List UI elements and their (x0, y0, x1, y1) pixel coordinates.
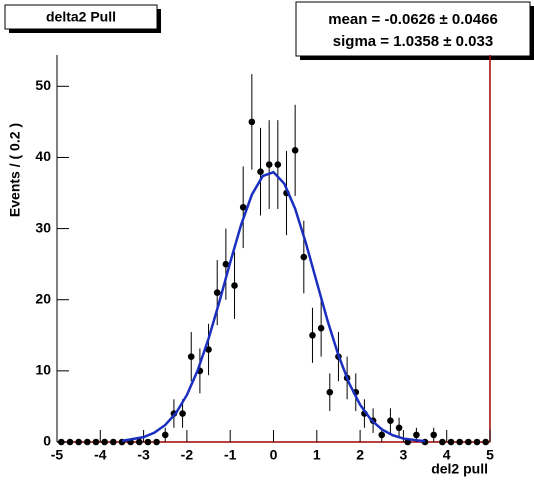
x-tick-label: 3 (400, 447, 408, 463)
data-point (456, 438, 463, 446)
data-point (265, 161, 273, 168)
data-point (231, 282, 238, 289)
fit-curve (121, 170, 426, 443)
data-point (187, 353, 195, 360)
title-box (4, 4, 158, 30)
data-point (144, 438, 152, 446)
stats-sigma: sigma = 1.0358 ± 0.033 (333, 33, 493, 50)
data-point (84, 438, 91, 446)
y-tick-label: 30 (35, 219, 51, 235)
data-point (135, 438, 143, 446)
data-point (387, 417, 394, 424)
x-tick-label: 0 (270, 447, 278, 463)
data-point (109, 438, 117, 446)
x-tick-label: -1 (224, 447, 237, 463)
data-point (66, 438, 74, 446)
x-axis-label: del2 pull (431, 461, 488, 477)
data-point (153, 438, 160, 446)
stats-mean: mean = -0.0626 ± 0.0466 (328, 11, 498, 28)
data-point (465, 438, 472, 446)
y-tick-label: 0 (43, 433, 51, 449)
y-tick-label: 20 (35, 290, 51, 306)
data-point (257, 168, 264, 175)
data-point (274, 161, 282, 168)
data-point (92, 438, 100, 446)
data-point (413, 431, 420, 439)
data-point (213, 289, 221, 296)
data-point (309, 331, 316, 339)
data-point (300, 253, 308, 261)
data-point (58, 438, 65, 446)
data-point (395, 424, 403, 432)
data-point (75, 438, 82, 446)
x-tick-label: -2 (181, 447, 194, 463)
data-point (482, 438, 489, 446)
y-axis-label: Events / ( 0.2 ) (7, 123, 23, 217)
data-point (378, 431, 386, 439)
data-point (473, 438, 481, 446)
y-tick-label: 10 (35, 362, 51, 378)
data-point (430, 431, 438, 439)
data-point (222, 260, 230, 268)
x-tick-label: 1 (313, 447, 321, 463)
x-tick-label: -3 (137, 447, 150, 463)
x-tick-label: -5 (51, 447, 64, 463)
y-tick-label: 50 (35, 77, 51, 93)
data-point (161, 431, 169, 439)
x-tick-label: -4 (94, 447, 107, 463)
data-point (439, 438, 446, 446)
chart-title: delta2 Pull (46, 9, 116, 25)
data-point (101, 438, 108, 446)
x-tick-label: 5 (486, 447, 494, 463)
data-point (326, 388, 334, 396)
data-point (291, 147, 299, 154)
x-tick-label: 4 (443, 447, 451, 463)
data-point (317, 324, 325, 332)
data-point (248, 118, 256, 126)
data-point (179, 410, 186, 417)
x-tick-label: 2 (356, 447, 364, 463)
data-point (447, 438, 455, 446)
data-point (205, 346, 212, 353)
stats-box (295, 1, 531, 57)
y-tick-label: 40 (35, 148, 51, 164)
data-point (239, 203, 247, 211)
